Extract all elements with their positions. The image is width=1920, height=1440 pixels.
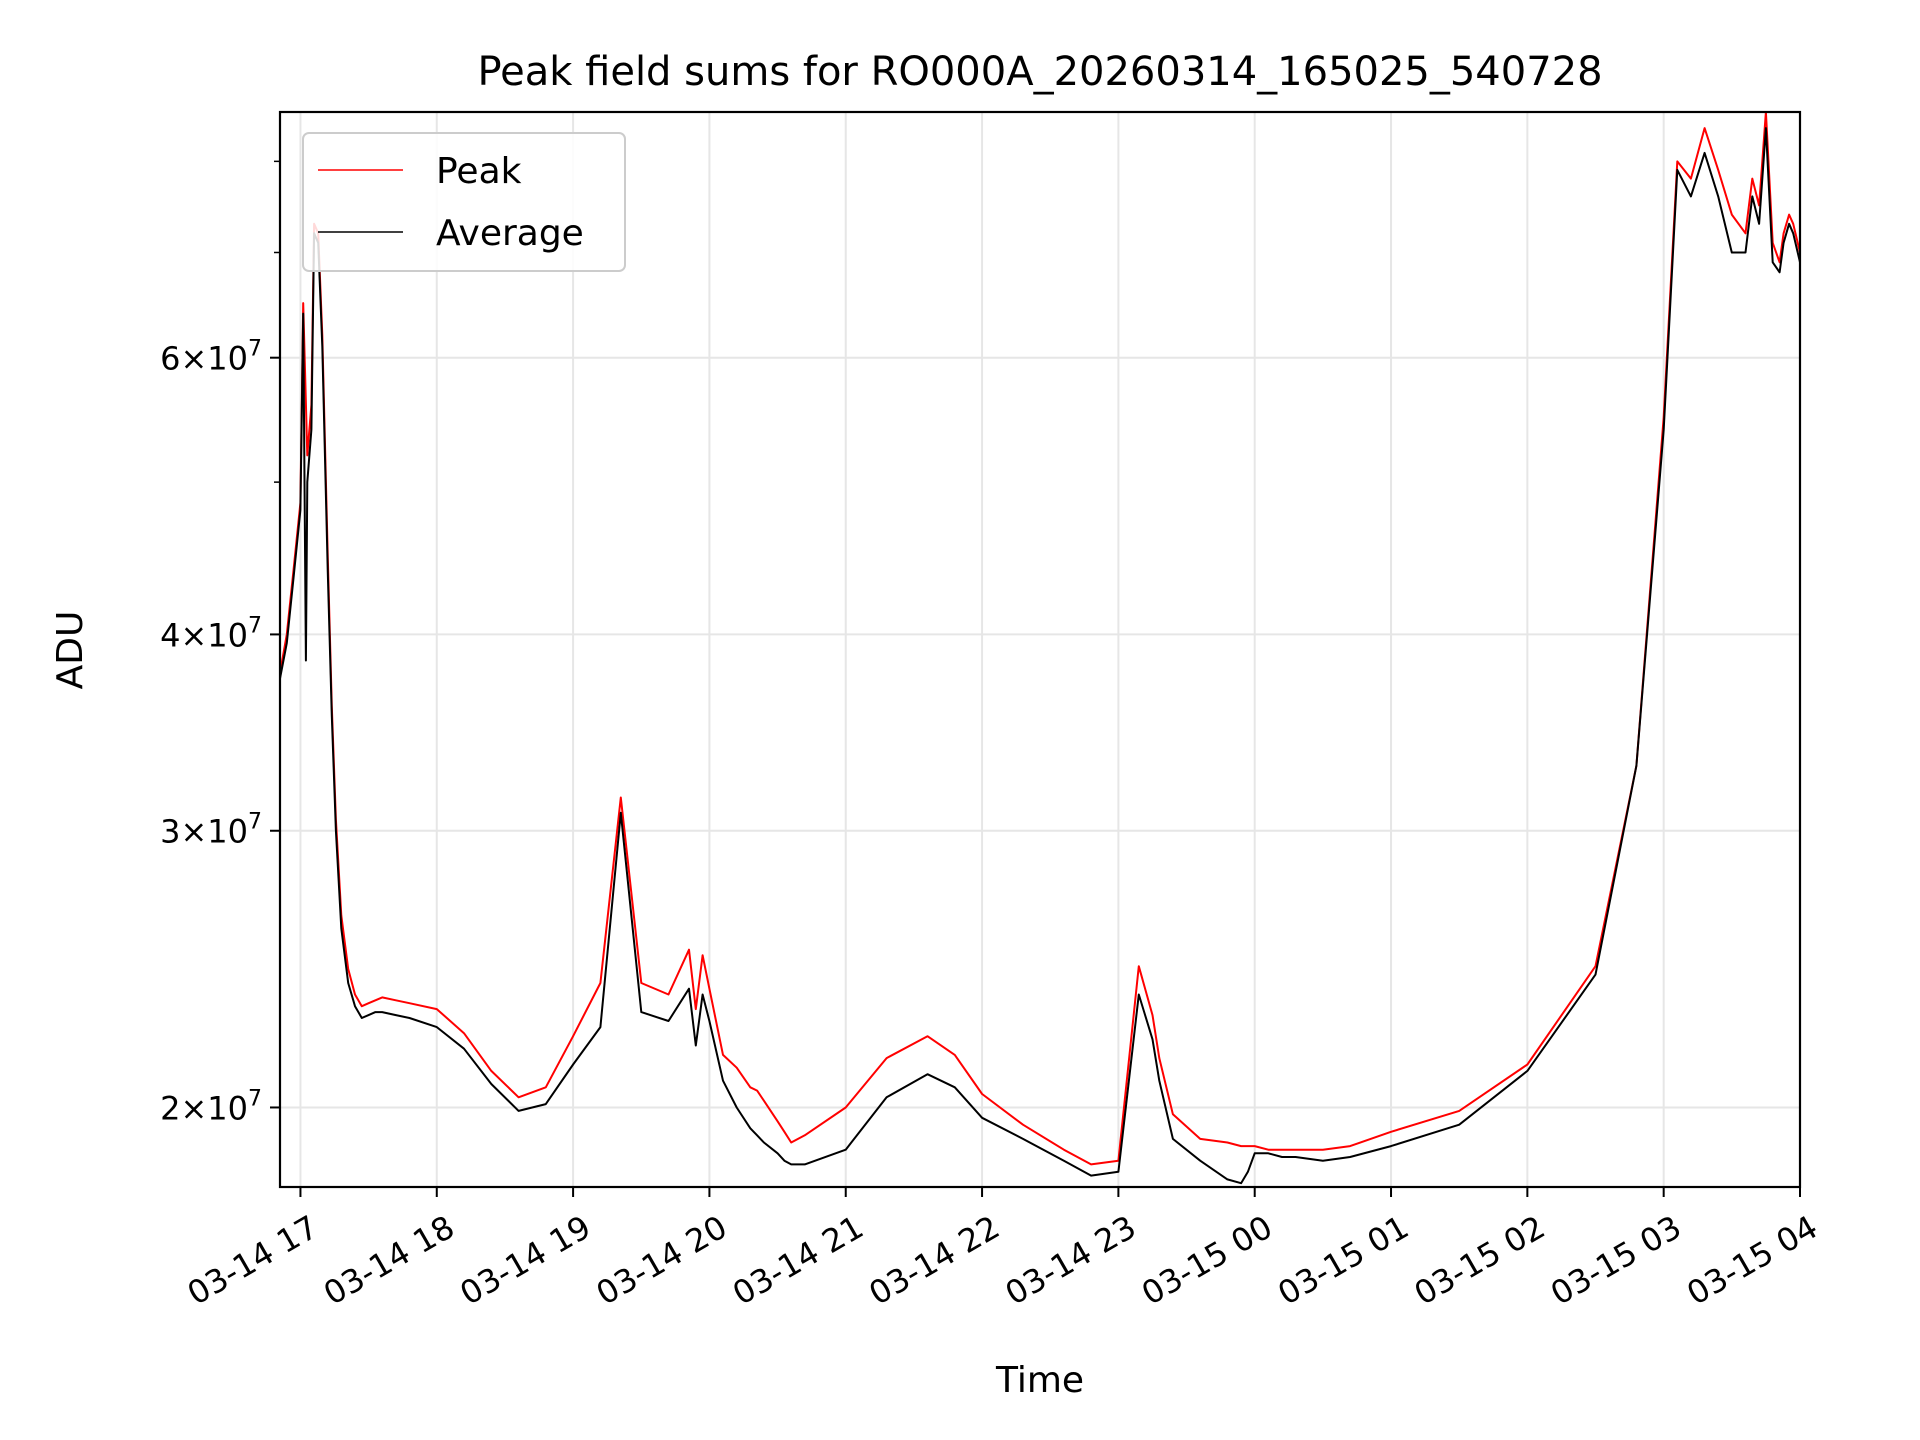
plot-frame [278, 110, 1802, 1189]
legend-label-average: Average [436, 213, 584, 254]
y-tick-label: 3×107 [160, 810, 262, 851]
legend-label-peak: Peak [436, 151, 522, 192]
series-group [279, 111, 1801, 1185]
y-axis-label: ADU [50, 611, 91, 690]
series-line-average [279, 127, 1801, 1185]
chart-title: Peak field sums for RO000A_20260314_1650… [477, 49, 1602, 95]
y-tick-label: 4×107 [160, 613, 262, 654]
y-tick-label: 6×107 [160, 337, 262, 378]
legend-box [302, 132, 626, 272]
legend: Peak Average [302, 132, 626, 272]
grid-lines [280, 112, 1801, 1187]
x-axis-label: Time [995, 1360, 1084, 1401]
y-axis: 2×107 3×107 4×107 6×107 [160, 160, 280, 1127]
y-tick-label: 2×107 [160, 1086, 262, 1127]
